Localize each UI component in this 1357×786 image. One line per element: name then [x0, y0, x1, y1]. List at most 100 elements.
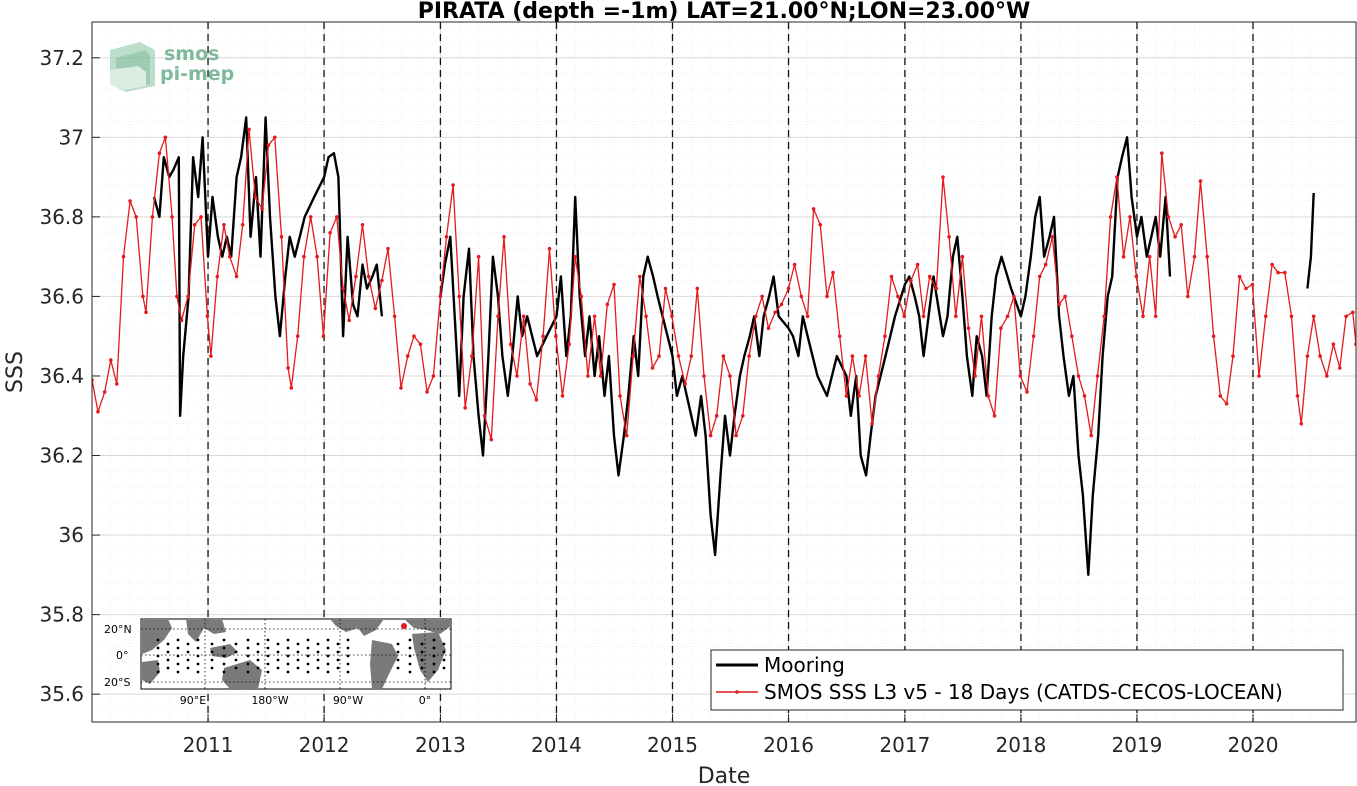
y-tick-label: 36 — [59, 523, 84, 547]
legend-swatch-smos-dot — [735, 690, 739, 694]
smos-point — [1270, 262, 1274, 267]
inset-station-dot — [246, 638, 250, 642]
y-axis-ticks: 35.6 35.8 36 36.2 36.4 36.6 36.8 37 37.2 — [39, 46, 100, 706]
smos-point — [96, 410, 100, 414]
smos-point — [215, 274, 220, 279]
inset-station-dot — [176, 654, 180, 658]
smos-point — [624, 433, 629, 438]
smos-point — [811, 207, 816, 211]
smos-point — [786, 286, 791, 291]
smos-point — [179, 318, 184, 323]
smos-point — [779, 302, 784, 307]
smos-point — [295, 334, 300, 339]
inset-station-dot — [432, 638, 436, 642]
smos-point — [1237, 274, 1242, 279]
inset-station-dot — [166, 650, 170, 654]
inset-station-dot — [234, 666, 238, 670]
inset-station-dot — [432, 654, 436, 658]
inset-station-dot — [176, 638, 180, 642]
smos-point — [644, 314, 648, 319]
x-tick-label: 2015 — [647, 733, 698, 757]
smos-point — [728, 374, 732, 378]
smos-point — [470, 354, 474, 358]
y-tick-label: 35.6 — [39, 682, 84, 706]
smos-point — [1115, 175, 1119, 179]
smos-point — [289, 386, 294, 390]
smos-point — [302, 254, 306, 259]
inset-station-dot — [246, 670, 250, 674]
inset-station-dot — [442, 666, 446, 670]
smos-point — [186, 294, 190, 299]
smos-point — [386, 246, 390, 251]
smos-point — [1205, 254, 1209, 259]
smos-point — [657, 354, 661, 358]
legend-box — [710, 649, 1344, 711]
smos-point — [1108, 215, 1113, 219]
smos-point — [1331, 342, 1336, 347]
smos-point — [695, 286, 700, 291]
smos-point — [714, 414, 719, 418]
inset-station-dot — [276, 650, 280, 654]
smos-point — [157, 151, 162, 155]
smos-point — [1012, 294, 1016, 299]
smos-point — [496, 314, 500, 319]
inset-map: 20°N 0° 20°S 90°E 180°W 90°W 0° — [104, 618, 452, 707]
smos-point — [279, 235, 284, 239]
smos-point — [592, 314, 597, 319]
inset-station-dot — [336, 650, 340, 654]
smos-point — [554, 334, 558, 339]
smos-point — [760, 294, 764, 299]
inset-station-dot — [246, 654, 250, 658]
smos-point — [205, 314, 210, 319]
inset-station-dot — [316, 650, 320, 654]
smos-point — [1141, 314, 1145, 319]
inset-station-dot — [286, 662, 290, 666]
smos-point — [1257, 374, 1261, 378]
smos-line — [92, 128, 1356, 441]
inset-station-dot — [156, 638, 160, 642]
plot-area — [92, 22, 1356, 722]
smos-point — [618, 394, 622, 398]
smos-point — [502, 235, 506, 239]
inset-station-dot — [432, 646, 436, 650]
inset-lat-label-20n: 20°N — [104, 623, 132, 636]
x-tick-label: 2020 — [1228, 733, 1279, 757]
inset-station-dot — [420, 666, 424, 670]
smos-point — [941, 175, 945, 179]
legend: Mooring SMOS SSS L3 v5 - 18 Days (CATDS-… — [710, 649, 1344, 711]
smos-point — [412, 334, 416, 339]
smos-point — [567, 342, 571, 347]
smos-point — [128, 199, 132, 203]
smos-point — [547, 246, 552, 251]
smos-point — [1121, 254, 1126, 259]
chart-title: PIRATA (depth =-1m) LAT=21.00°N;LON=23.0… — [418, 0, 1031, 24]
smos-point — [979, 314, 984, 319]
smos-point — [227, 254, 232, 259]
smos-point — [425, 390, 429, 394]
inset-station-dot — [234, 650, 238, 654]
smos-point — [1311, 314, 1316, 319]
smos-point — [909, 278, 913, 283]
mooring-line — [152, 116, 384, 417]
smos-point — [476, 254, 481, 259]
inset-station-dot — [276, 666, 280, 670]
smos-point — [489, 437, 494, 442]
x-axis-ticks: 2011 2012 2013 2014 2015 2016 2017 2018 2019 2020 — [183, 714, 1279, 757]
smos-point — [463, 406, 468, 410]
smos-point — [1250, 282, 1255, 287]
x-tick-label: 2018 — [995, 733, 1046, 757]
y-axis-label: SSS — [3, 351, 28, 393]
smos-point — [605, 302, 610, 307]
inset-mooring-stations — [156, 638, 446, 674]
smos-point — [689, 354, 694, 358]
inset-station-dot — [326, 662, 330, 666]
smos-point — [1263, 314, 1268, 319]
inset-station-dot — [156, 670, 160, 674]
smos-point — [805, 314, 810, 319]
smos-point — [234, 274, 239, 279]
smos-point — [1318, 354, 1322, 358]
smos-point — [115, 382, 119, 386]
inset-station-dot — [196, 646, 200, 650]
mooring-line — [1306, 192, 1315, 289]
